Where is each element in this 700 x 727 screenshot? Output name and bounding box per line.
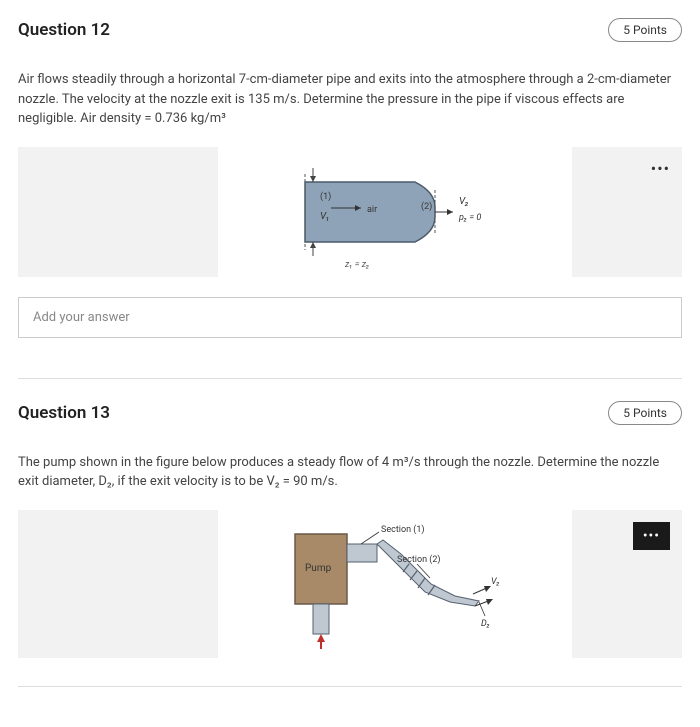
figure-spacer-left	[18, 147, 218, 277]
figure-spacer-right: •••	[572, 510, 682, 658]
question-text: Air flows steadily through a horizontal …	[18, 70, 682, 129]
label-d2: D₂	[481, 619, 490, 629]
figure-center: (1) V₁ air (2) V₂ p₂ = 0 z₁ = z₂	[218, 147, 572, 277]
figure-row-q13: Pump Section (1) Section (2)	[18, 510, 682, 658]
pump-diagram: Pump Section (1) Section (2)	[275, 514, 515, 654]
label-section1: Section (1)	[381, 524, 425, 535]
figure-spacer-right: •••	[572, 147, 682, 277]
label-v1: V₁	[320, 211, 330, 222]
label-1: (1)	[320, 191, 331, 202]
question-header: Question 13 5 Points	[18, 401, 682, 425]
question-divider	[18, 378, 682, 379]
label-v2: V₂	[459, 196, 469, 207]
label-z: z₁ = z₂	[344, 260, 369, 270]
points-badge: 5 Points	[608, 18, 682, 42]
label-v2: V₂	[491, 577, 500, 587]
label-p2: p₂ = 0	[458, 213, 481, 223]
points-badge: 5 Points	[608, 401, 682, 425]
label-2: (2)	[421, 201, 432, 212]
label-section2: Section (2)	[397, 554, 441, 565]
answer-input[interactable]: Add your answer	[18, 297, 682, 338]
label-pump: Pump	[305, 563, 332, 574]
question-12: Question 12 5 Points Air flows steadily …	[18, 18, 682, 338]
question-text: The pump shown in the figure below produ…	[18, 453, 682, 492]
more-icon[interactable]: •••	[633, 522, 670, 550]
question-title: Question 13	[18, 403, 110, 423]
figure-row-q12: (1) V₁ air (2) V₂ p₂ = 0 z₁ = z₂ •••	[18, 147, 682, 277]
nozzle-diagram: (1) V₁ air (2) V₂ p₂ = 0 z₁ = z₂	[275, 152, 515, 272]
question-divider	[18, 686, 682, 687]
question-header: Question 12 5 Points	[18, 18, 682, 42]
figure-spacer-left	[18, 510, 218, 658]
more-icon[interactable]: •••	[651, 159, 670, 178]
figure-center: Pump Section (1) Section (2)	[218, 510, 572, 658]
question-13: Question 13 5 Points The pump shown in t…	[18, 401, 682, 658]
label-air: air	[367, 205, 377, 215]
question-title: Question 12	[18, 20, 110, 40]
